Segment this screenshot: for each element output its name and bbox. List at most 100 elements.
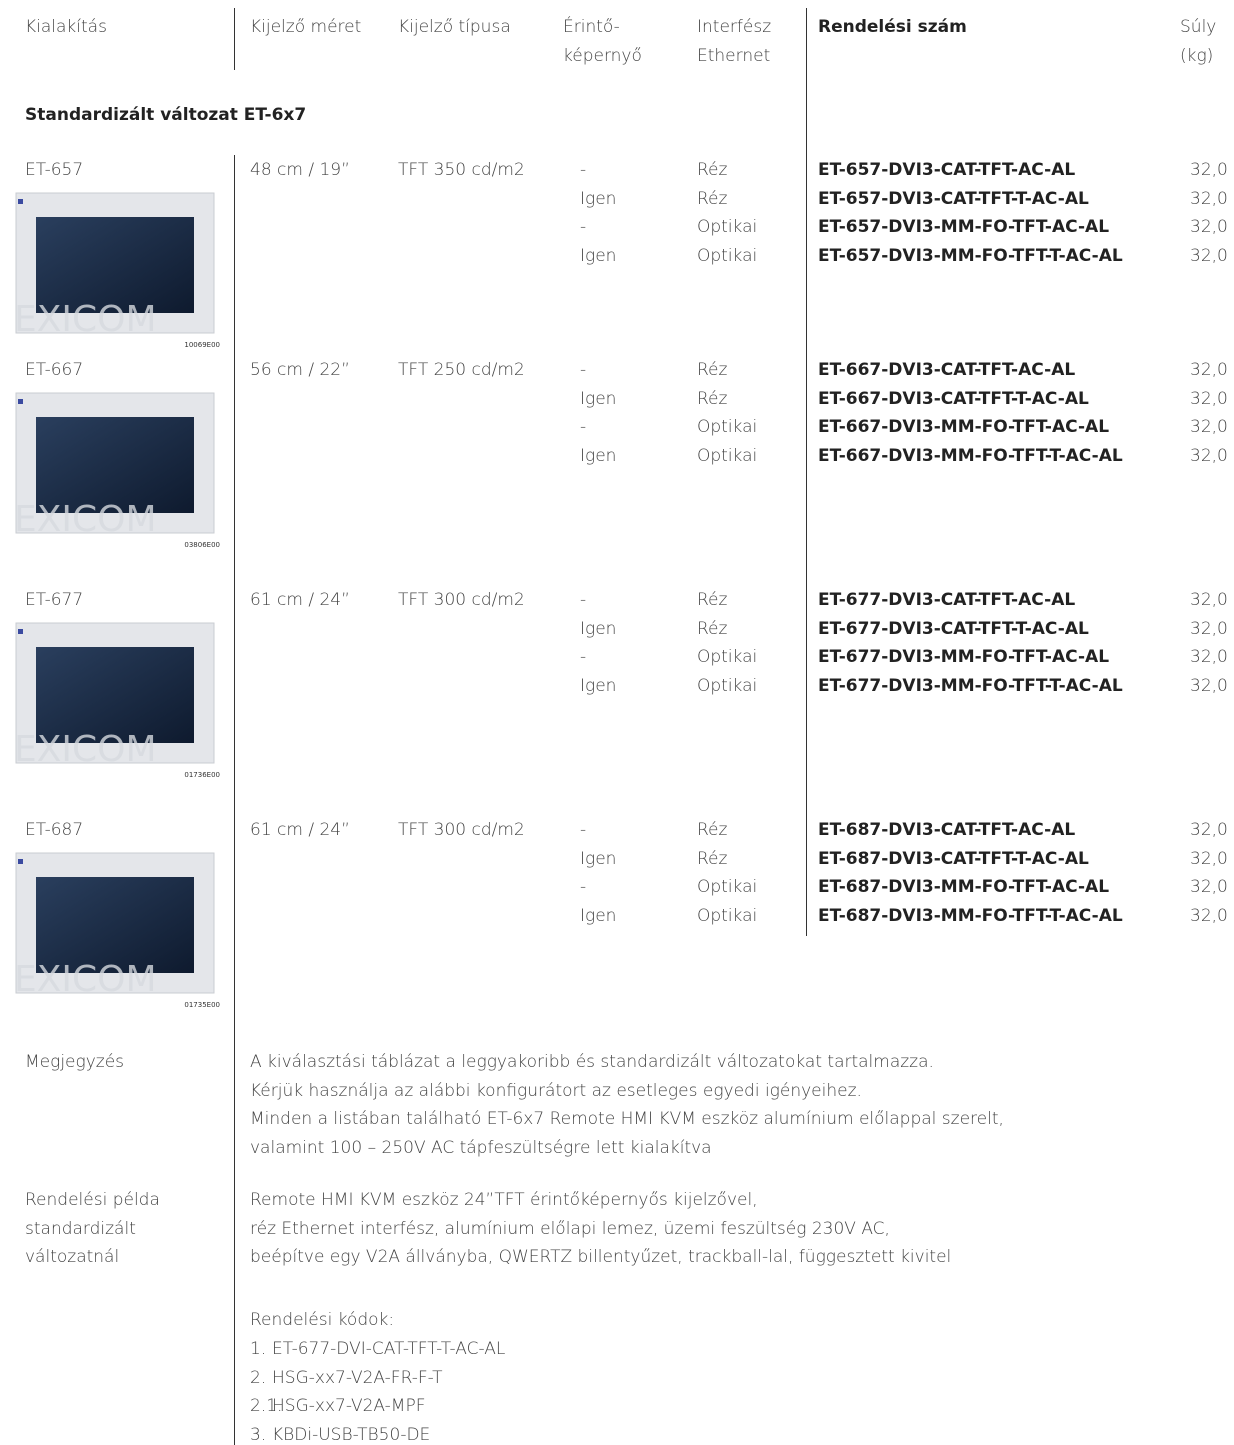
watermark: EXICOM bbox=[14, 959, 157, 1000]
column-header: Súly bbox=[1180, 17, 1217, 37]
column-header: Ethernet bbox=[697, 46, 771, 66]
watermark: EXICOM bbox=[14, 299, 157, 340]
interface: Réz bbox=[697, 388, 728, 409]
example-text: beépítve egy V2A állványba, QWERTZ bille… bbox=[250, 1247, 952, 1267]
column-header: Rendelési szám bbox=[818, 17, 967, 37]
image-code: 01736E00 bbox=[184, 771, 220, 779]
weight: 32,0 bbox=[1190, 647, 1228, 668]
interface: Réz bbox=[697, 848, 728, 869]
column-header: Kialakítás bbox=[25, 17, 107, 37]
interface: Optikai bbox=[697, 246, 758, 267]
touch: Igen bbox=[580, 618, 617, 639]
order-number: ET-687-DVI3-CAT-TFT-T-AC-AL bbox=[818, 848, 1089, 869]
column-header: Kijelző típusa bbox=[398, 17, 511, 37]
order-number: ET-677-DVI3-CAT-TFT-T-AC-AL bbox=[818, 618, 1089, 639]
interface: Réz bbox=[697, 618, 728, 639]
note-text: A kiválasztási táblázat a leggyakoribb é… bbox=[250, 1052, 934, 1072]
weight: 32,0 bbox=[1190, 246, 1228, 267]
order-code: HSG-xx7-V2A-MPF bbox=[272, 1396, 426, 1416]
interface: Optikai bbox=[697, 647, 758, 668]
order-number: ET-667-DVI3-CAT-TFT-AC-AL bbox=[818, 360, 1076, 380]
divider bbox=[234, 155, 235, 1445]
product-image: EXICOM 10069E00 bbox=[14, 192, 220, 349]
order-code: HSG-xx7-V2A-FR-F-T bbox=[272, 1367, 443, 1388]
product-name: ET-687 bbox=[25, 820, 84, 840]
weight: 32,0 bbox=[1190, 590, 1228, 610]
product-name: ET-677 bbox=[25, 590, 84, 610]
weight: 32,0 bbox=[1190, 160, 1228, 180]
order-number: ET-657-DVI3-MM-FO-TFT-AC-AL bbox=[818, 217, 1110, 238]
weight: 32,0 bbox=[1190, 417, 1228, 438]
touch: - bbox=[580, 590, 587, 610]
weight: 32,0 bbox=[1190, 877, 1228, 898]
touch: - bbox=[580, 877, 587, 898]
order-code: ET-677-DVI-CAT-TFT-T-AC-AL bbox=[272, 1339, 506, 1359]
watermark: EXICOM bbox=[14, 729, 157, 770]
weight: 32,0 bbox=[1190, 388, 1228, 409]
interface: Réz bbox=[697, 188, 728, 209]
touch: Igen bbox=[580, 446, 617, 467]
display-size: 48 cm / 19” bbox=[250, 160, 350, 180]
example-label: Rendelési példa bbox=[25, 1190, 160, 1210]
product-name: ET-667 bbox=[25, 360, 84, 380]
section-title: Standardizált változat ET-6x7 bbox=[25, 105, 307, 125]
display-size: 56 cm / 22” bbox=[250, 360, 350, 380]
order-number: ET-687-DVI3-MM-FO-TFT-T-AC-AL bbox=[818, 906, 1123, 927]
weight: 32,0 bbox=[1190, 906, 1228, 927]
order-number: ET-687-DVI3-CAT-TFT-AC-AL bbox=[818, 820, 1076, 840]
touch: - bbox=[580, 647, 587, 668]
screen bbox=[36, 877, 194, 973]
image-code: 10069E00 bbox=[184, 341, 220, 349]
interface: Optikai bbox=[697, 446, 758, 467]
interface: Optikai bbox=[697, 676, 758, 697]
display-size: 61 cm / 24” bbox=[250, 820, 350, 840]
interface: Optikai bbox=[697, 217, 758, 238]
note-text: valamint 100 – 250V AC tápfeszültségre l… bbox=[250, 1137, 712, 1158]
example-text: réz Ethernet interfész, alumínium előlap… bbox=[250, 1218, 890, 1239]
codes-title: Rendelési kódok: bbox=[250, 1310, 395, 1330]
column-header: Kijelző méret bbox=[250, 17, 362, 37]
logo bbox=[18, 399, 23, 404]
weight: 32,0 bbox=[1190, 848, 1228, 869]
weight: 32,0 bbox=[1190, 820, 1228, 840]
column-header: Interfész bbox=[697, 17, 772, 37]
code-number: 1. bbox=[250, 1339, 267, 1359]
order-number: ET-687-DVI3-MM-FO-TFT-AC-AL bbox=[818, 877, 1110, 898]
image-code: 03806E00 bbox=[184, 541, 220, 549]
touch: - bbox=[580, 417, 587, 438]
touch: Igen bbox=[580, 246, 617, 267]
code-number: 2. bbox=[250, 1367, 267, 1388]
weight: 32,0 bbox=[1190, 618, 1228, 639]
interface: Réz bbox=[697, 360, 728, 380]
interface: Optikai bbox=[697, 877, 758, 898]
weight: 32,0 bbox=[1190, 446, 1228, 467]
screen bbox=[36, 217, 194, 313]
code-number: 2.1. bbox=[250, 1396, 283, 1416]
note-text: Minden a listában található ET-6x7 Remot… bbox=[250, 1109, 1004, 1129]
column-header: képernyő bbox=[563, 46, 642, 66]
display-type: TFT 300 cd/m2 bbox=[398, 820, 525, 840]
touch: Igen bbox=[580, 388, 617, 409]
touch: Igen bbox=[580, 906, 617, 927]
screen bbox=[36, 417, 194, 513]
display-type: TFT 250 cd/m2 bbox=[398, 360, 525, 380]
product-image: EXICOM 01735E00 bbox=[14, 852, 220, 1009]
logo bbox=[18, 199, 23, 204]
weight: 32,0 bbox=[1190, 360, 1228, 380]
example-label: standardizált bbox=[25, 1218, 136, 1239]
example-label: változatnál bbox=[25, 1247, 120, 1267]
interface: Réz bbox=[697, 820, 728, 840]
image-code: 01735E00 bbox=[184, 1001, 220, 1009]
weight: 32,0 bbox=[1190, 676, 1228, 697]
interface: Réz bbox=[697, 590, 728, 610]
touch: - bbox=[580, 160, 587, 180]
order-number: ET-677-DVI3-CAT-TFT-AC-AL bbox=[818, 590, 1076, 610]
touch: - bbox=[580, 360, 587, 380]
order-number: ET-657-DVI3-CAT-TFT-T-AC-AL bbox=[818, 188, 1089, 209]
product-name: ET-657 bbox=[25, 160, 84, 180]
touch: Igen bbox=[580, 676, 617, 697]
divider bbox=[234, 8, 235, 70]
order-number: ET-657-DVI3-CAT-TFT-AC-AL bbox=[818, 160, 1076, 180]
order-number: ET-657-DVI3-MM-FO-TFT-T-AC-AL bbox=[818, 246, 1123, 267]
